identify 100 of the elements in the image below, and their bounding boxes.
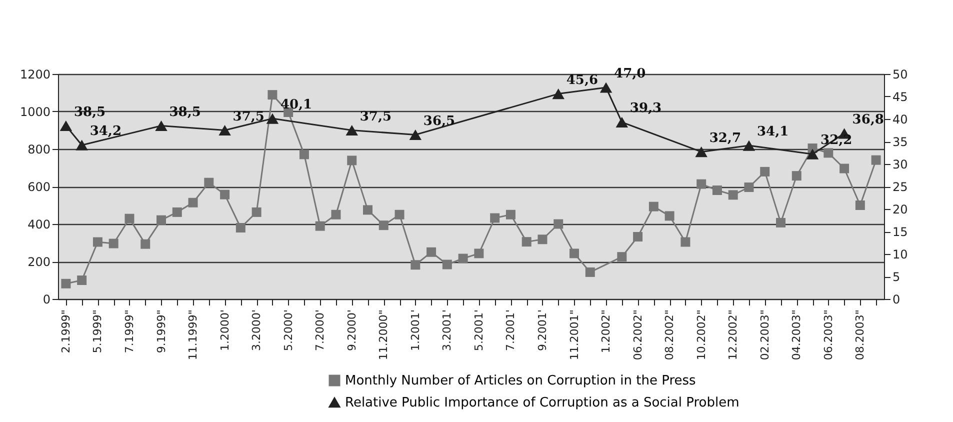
y2-tick-label: 35 bbox=[892, 135, 908, 149]
point bbox=[474, 248, 484, 258]
data-label: 34,1 bbox=[756, 124, 789, 140]
point bbox=[172, 207, 182, 217]
point bbox=[458, 254, 468, 264]
point bbox=[61, 278, 71, 288]
data-label: 37,5 bbox=[232, 109, 264, 124]
data-label: 32,7 bbox=[709, 130, 741, 146]
point bbox=[570, 248, 579, 258]
point bbox=[792, 171, 802, 181]
x-tick-label: 04.2003" bbox=[790, 310, 804, 360]
point bbox=[712, 186, 722, 195]
x-tick-label: 2.1999" bbox=[59, 310, 72, 354]
x-tick-label: 7.1999" bbox=[122, 310, 136, 354]
legend-label: Monthly Number of Articles on Corruption in the Press bbox=[345, 374, 696, 388]
x-tick-label: 06.2002" bbox=[631, 310, 644, 360]
y2-tick-label: 0 bbox=[892, 292, 900, 306]
point bbox=[77, 276, 87, 285]
x-tick-label: 5.2000' bbox=[282, 310, 295, 352]
point bbox=[378, 220, 388, 230]
point bbox=[124, 214, 134, 224]
point bbox=[218, 124, 231, 136]
point bbox=[552, 88, 564, 100]
point bbox=[871, 155, 881, 165]
point bbox=[220, 190, 230, 200]
point bbox=[268, 90, 278, 100]
point bbox=[600, 82, 612, 93]
x-tick-label: 06.2003" bbox=[822, 310, 835, 360]
point bbox=[252, 207, 262, 217]
point bbox=[617, 252, 627, 262]
point bbox=[92, 237, 102, 247]
y-tick-label: 1000 bbox=[20, 105, 50, 119]
y2-tick-label: 30 bbox=[892, 158, 908, 172]
point bbox=[426, 247, 436, 257]
y2-tick-label: 25 bbox=[892, 180, 908, 194]
point bbox=[855, 200, 865, 210]
point bbox=[76, 140, 88, 150]
y-tick-label: 800 bbox=[28, 142, 50, 156]
point bbox=[840, 164, 850, 174]
y-tick-label: 600 bbox=[28, 180, 50, 194]
x-tick-label: 3.2001' bbox=[440, 310, 454, 352]
point bbox=[776, 218, 786, 228]
point bbox=[299, 150, 309, 160]
x-tick-label: 9.2001' bbox=[536, 310, 549, 352]
point bbox=[108, 238, 118, 248]
point bbox=[522, 237, 532, 247]
x-tick-label: 02.2003" bbox=[758, 310, 772, 360]
x-tick-label: 08.2002" bbox=[663, 310, 676, 360]
point bbox=[346, 124, 358, 136]
x-tick-label: 1.2002" bbox=[600, 310, 613, 354]
point bbox=[156, 215, 166, 225]
x-tick-label: 11.1999" bbox=[186, 310, 200, 360]
x-tick-label: 5.1999" bbox=[91, 310, 104, 354]
y-tick-label: 200 bbox=[28, 255, 50, 269]
y2-tick-label: 10 bbox=[892, 248, 908, 262]
y2-tick-label: 40 bbox=[892, 112, 908, 126]
point bbox=[538, 234, 548, 244]
point bbox=[410, 260, 420, 270]
point bbox=[728, 190, 738, 200]
point bbox=[742, 140, 756, 151]
point bbox=[506, 210, 516, 220]
x-tick-label: 9.1999" bbox=[154, 310, 168, 354]
data-label: 36,8 bbox=[852, 112, 884, 128]
point bbox=[188, 198, 198, 208]
x-tick-label: 12.2002" bbox=[726, 310, 740, 360]
point bbox=[204, 178, 214, 188]
point bbox=[696, 179, 706, 189]
y-tick-label: 1200 bbox=[20, 68, 50, 82]
point bbox=[585, 267, 595, 277]
x-tick-label: 5.2001' bbox=[472, 310, 486, 352]
x-tick-label: 3.2000' bbox=[250, 310, 264, 352]
data-label: 34,2 bbox=[90, 124, 122, 140]
point bbox=[266, 113, 279, 124]
point bbox=[347, 156, 357, 166]
point bbox=[633, 232, 643, 242]
point bbox=[760, 166, 770, 176]
point bbox=[664, 211, 674, 221]
x-tick-label: 9.2000' bbox=[345, 310, 358, 352]
point bbox=[695, 146, 708, 158]
x-tick-label: 08.2003" bbox=[854, 310, 867, 360]
point bbox=[442, 260, 452, 270]
point bbox=[648, 202, 658, 212]
point bbox=[744, 182, 754, 192]
data-label: 37,5 bbox=[360, 109, 392, 124]
point bbox=[554, 219, 564, 229]
point bbox=[394, 210, 404, 220]
point bbox=[680, 237, 690, 247]
y-tick-label: 400 bbox=[28, 218, 50, 232]
x-tick-label: 1.2000' bbox=[218, 310, 232, 352]
y2-tick-label: 20 bbox=[892, 202, 908, 216]
x-tick-label: 7.2001' bbox=[504, 310, 518, 352]
data-label: 40,1 bbox=[280, 98, 312, 113]
data-label: 36,5 bbox=[423, 114, 456, 129]
data-label: 45,6 bbox=[566, 72, 598, 88]
point bbox=[409, 129, 422, 140]
y2-tick-label: 45 bbox=[892, 90, 908, 104]
x-tick-label: 11.2001" bbox=[568, 310, 581, 360]
x-tick-label: 11.2000" bbox=[377, 310, 390, 360]
y2-tick-label: 5 bbox=[892, 270, 900, 284]
x-tick-label: 7.2000' bbox=[314, 310, 327, 352]
